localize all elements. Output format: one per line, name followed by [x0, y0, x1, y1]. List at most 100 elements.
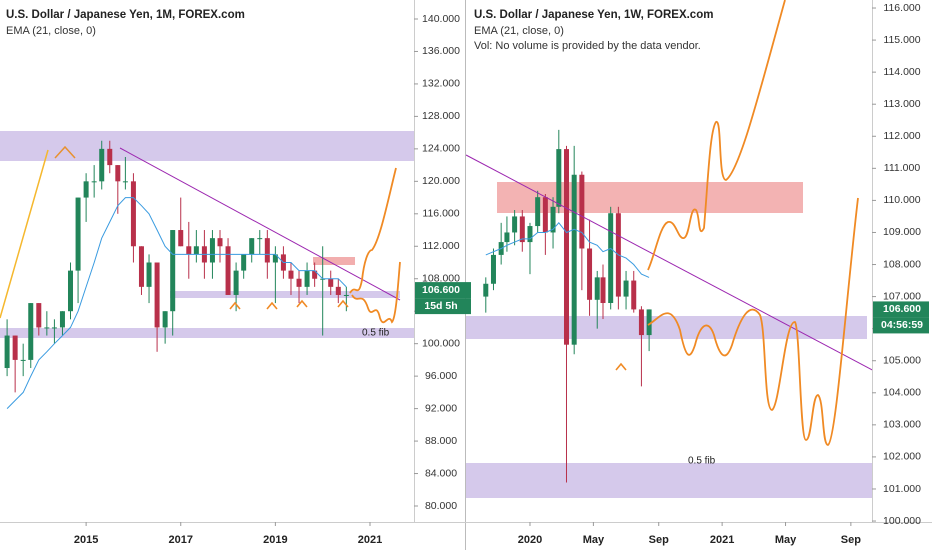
- candle-body: [563, 149, 569, 345]
- arrow-line: [0, 149, 49, 319]
- y-tick-label: 103.000: [883, 419, 921, 431]
- candle-body: [59, 311, 65, 328]
- candle-body: [83, 181, 89, 198]
- candle-body: [257, 238, 263, 240]
- chart-title: U.S. Dollar / Japanese Yen, 1W, FOREX.co…: [474, 9, 713, 21]
- candle-body: [542, 197, 548, 233]
- y-tick-label: 116.000: [883, 2, 920, 14]
- projection: [351, 261, 401, 324]
- zone: [0, 328, 414, 338]
- trend-line: [466, 154, 872, 371]
- x-tick-label: 2021: [358, 534, 382, 546]
- candle-body: [296, 278, 302, 287]
- y-tick-label: 105.000: [883, 354, 921, 366]
- y-tick-label: 100.000: [422, 337, 460, 349]
- x-tick-label: May: [775, 534, 797, 546]
- y-tick-label: 92.000: [425, 402, 457, 414]
- y-tick-label: 112.000: [883, 130, 920, 142]
- candle-body: [519, 216, 525, 243]
- candle-body: [75, 197, 81, 271]
- candle-body: [587, 248, 593, 300]
- candle-body: [304, 270, 310, 287]
- x-tick-label: Sep: [649, 534, 669, 546]
- candle-body: [130, 181, 136, 247]
- y-tick-label: 100.000: [883, 515, 921, 527]
- candle-body: [91, 181, 97, 183]
- y-tick-label: 112.000: [422, 240, 459, 252]
- candle-body: [115, 165, 121, 182]
- candle-body: [193, 246, 199, 255]
- candle-body: [556, 149, 562, 207]
- candle-body: [67, 270, 73, 312]
- y-tick-label: 132.000: [422, 78, 460, 90]
- candle-body: [343, 294, 349, 296]
- candle-body: [107, 148, 113, 166]
- last-price-label: 106.600: [883, 303, 921, 315]
- candle-body: [36, 303, 42, 328]
- candle-body: [51, 327, 57, 329]
- countdown-box: [873, 317, 929, 334]
- candle-body: [233, 270, 239, 295]
- study-label: EMA (21, close, 0): [6, 25, 96, 37]
- candle-body: [328, 278, 334, 287]
- candle-body: [594, 277, 600, 300]
- candle-body: [249, 238, 255, 255]
- candle-body: [225, 246, 231, 295]
- candle-body: [638, 309, 644, 336]
- candle-body: [571, 174, 577, 345]
- left-plot: [0, 131, 414, 409]
- candle-body: [217, 238, 223, 247]
- x-tick-label: 2020: [518, 534, 542, 546]
- candle-body: [623, 280, 629, 297]
- candle-body: [579, 174, 585, 249]
- candle-body: [335, 286, 341, 295]
- annotation: 0.5 fib: [688, 456, 716, 467]
- y-tick-label: 114.000: [883, 66, 920, 78]
- right-drawings: 0.5 fib: [466, 0, 872, 467]
- candle-body: [170, 230, 176, 312]
- candle-body: [186, 246, 192, 255]
- candle-body: [631, 280, 637, 310]
- candle-body: [178, 230, 184, 247]
- ema-line: [6, 197, 347, 409]
- x-tick-label: 2021: [710, 534, 734, 546]
- candle-body: [241, 254, 247, 271]
- candle-body: [550, 206, 556, 233]
- candle-body: [512, 216, 518, 233]
- x-tick-label: Sep: [841, 534, 861, 546]
- candle-body: [122, 181, 128, 183]
- y-tick-label: 124.000: [422, 143, 460, 155]
- candle-body: [504, 232, 510, 243]
- study-label: EMA (21, close, 0): [474, 25, 564, 37]
- candle-body: [608, 213, 614, 304]
- last-price-label: 106.600: [422, 284, 460, 296]
- y-tick-label: 111.000: [884, 162, 921, 174]
- projection: [647, 197, 859, 446]
- candle-body: [20, 359, 26, 361]
- candle-body: [600, 277, 606, 304]
- candle-body: [312, 270, 318, 279]
- candle-body: [4, 335, 10, 369]
- y-tick-label: 108.000: [883, 258, 921, 270]
- annotation: 0.5 fib: [362, 328, 390, 339]
- candle-body: [99, 148, 105, 182]
- x-tick-label: 2017: [168, 534, 192, 546]
- candle-body: [264, 238, 270, 263]
- candle-body: [209, 238, 215, 263]
- y-tick-label: 104.000: [883, 387, 921, 399]
- zone: [497, 182, 803, 213]
- candle-body: [320, 278, 326, 280]
- zone: [170, 291, 400, 298]
- countdown-box: [415, 298, 471, 315]
- y-tick-label: 128.000: [422, 110, 460, 122]
- countdown-label: 04:56:59: [881, 319, 923, 331]
- candle-body: [483, 283, 489, 297]
- chart-title: U.S. Dollar / Japanese Yen, 1M, FOREX.co…: [6, 9, 245, 21]
- y-tick-label: 108.000: [422, 273, 460, 285]
- candle-body: [527, 226, 533, 243]
- arrow-head: [54, 145, 76, 159]
- projection: [647, 0, 786, 271]
- zone: [0, 131, 414, 161]
- note: Vol: No volume is provided by the data v…: [474, 40, 701, 52]
